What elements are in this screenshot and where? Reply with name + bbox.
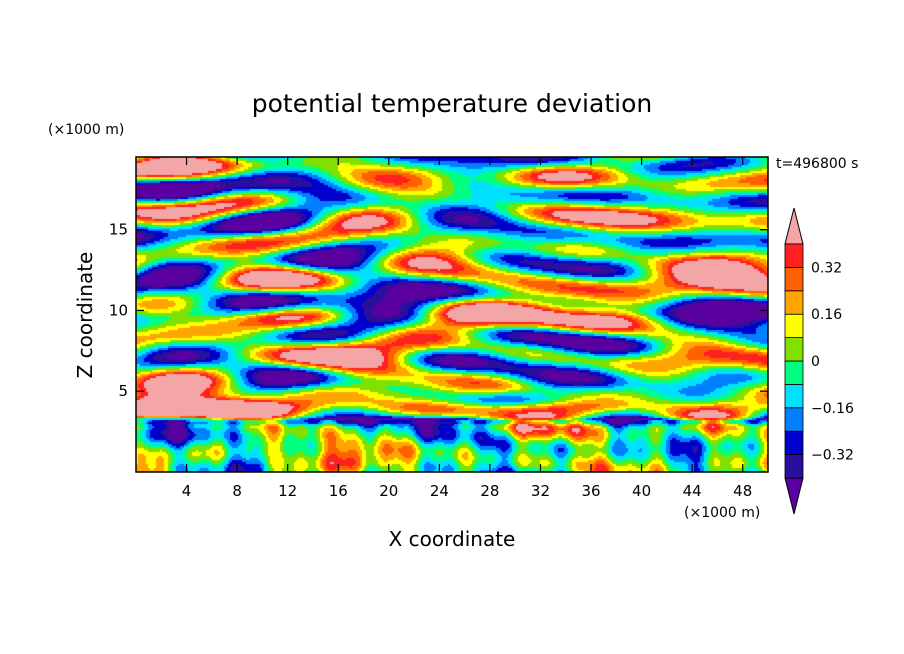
colorbar-label: 0 [811, 354, 820, 370]
colorbar-label: −0.16 [811, 401, 854, 417]
colorbar-label: 0.16 [811, 307, 842, 323]
colorbar-swatch [784, 337, 804, 362]
colorbar-swatch [784, 243, 804, 268]
x-unit-label: (×1000 m) [684, 505, 760, 521]
x-tick-label: 12 [278, 482, 297, 500]
plot-frame [135, 156, 769, 473]
chart-title: potential temperature deviation [252, 89, 652, 118]
x-axis-label: X coordinate [389, 527, 516, 551]
x-tick-label: 36 [581, 482, 600, 500]
y-axis-ticks: 5 10 15 [109, 221, 768, 400]
x-tick-label: 24 [430, 482, 449, 500]
colorbar-swatch [784, 313, 804, 339]
x-axis-ticks: 4 8 12 16 20 24 28 32 36 40 44 48 [182, 157, 752, 500]
y-unit-label: (×1000 m) [48, 122, 124, 138]
colorbar-swatch [784, 360, 804, 385]
colorbar-labels: 0.32 0.16 0 −0.16 −0.32 [811, 260, 854, 463]
x-tick-label: 32 [531, 482, 550, 500]
contour-field [136, 157, 768, 472]
colorbar-label: 0.32 [811, 260, 842, 276]
colorbar-max-triangle [784, 207, 804, 245]
colorbar-min-triangle [784, 477, 804, 515]
y-tick-label: 5 [118, 382, 128, 400]
plot-area [135, 156, 769, 473]
y-tick-label: 15 [109, 221, 128, 239]
x-tick-label: 28 [480, 482, 499, 500]
x-tick-label: 8 [232, 482, 242, 500]
x-tick-label: 44 [683, 482, 702, 500]
colorbar [784, 207, 804, 515]
time-label: t=496800 s [776, 156, 858, 172]
x-tick-label: 40 [632, 482, 651, 500]
colorbar-swatch [784, 454, 804, 479]
y-axis-label: Z coordinate [73, 252, 97, 379]
colorbar-label: −0.32 [811, 448, 854, 464]
y-tick-label: 10 [109, 301, 128, 319]
x-tick-label: 20 [379, 482, 398, 500]
colorbar-swatch [784, 290, 804, 315]
colorbar-swatch [784, 407, 804, 432]
x-tick-label: 48 [733, 482, 752, 500]
x-tick-label: 16 [329, 482, 348, 500]
colorbar-swatch [784, 266, 804, 292]
colorbar-swatch [784, 430, 804, 456]
x-tick-label: 4 [182, 482, 192, 500]
colorbar-swatch [784, 383, 804, 409]
